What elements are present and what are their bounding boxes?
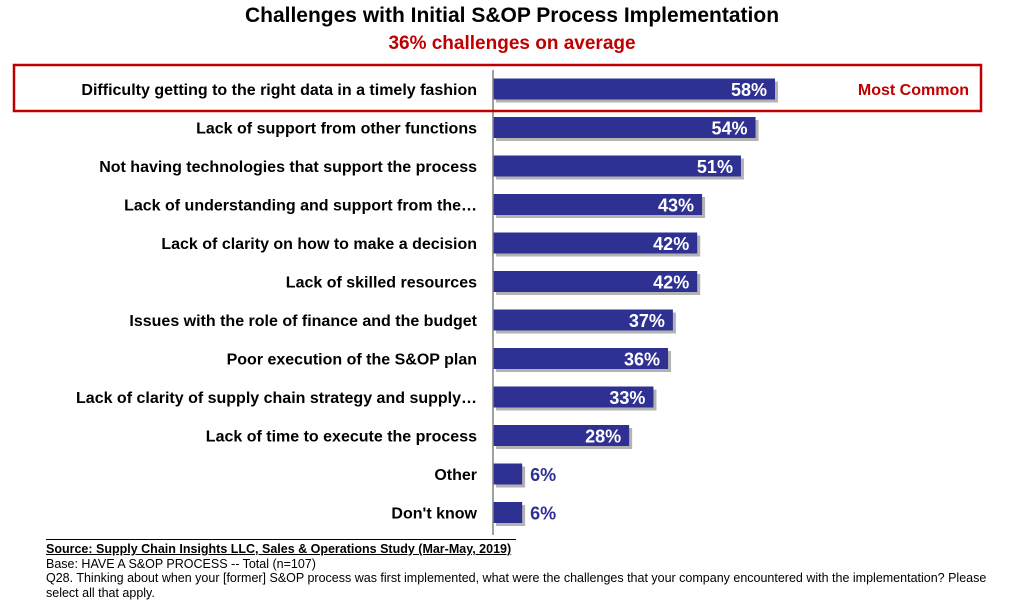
bar-chart: Difficulty getting to the right data in … xyxy=(12,63,983,535)
category-label: Lack of skilled resources xyxy=(286,275,477,292)
category-label: Poor execution of the S&OP plan xyxy=(227,352,477,369)
category-label: Not having technologies that support the… xyxy=(99,159,477,176)
highlight-box xyxy=(12,63,983,113)
source-note: Source: Supply Chain Insights LLC, Sales… xyxy=(46,542,512,556)
data-label: 36% xyxy=(624,350,660,370)
bar xyxy=(493,463,523,485)
chart-footer: Source: Supply Chain Insights LLC, Sales… xyxy=(46,539,1006,600)
bar xyxy=(493,78,775,100)
category-label: Issues with the role of finance and the … xyxy=(129,313,477,330)
data-label: 42% xyxy=(653,273,689,293)
category-label: Lack of clarity of supply chain strategy… xyxy=(76,390,477,407)
data-label: 6% xyxy=(530,504,556,524)
category-label: Don't know xyxy=(391,506,477,523)
category-label: Other xyxy=(434,467,477,484)
bar xyxy=(493,425,630,446)
data-label: 28% xyxy=(585,427,621,447)
data-label: 42% xyxy=(653,234,689,254)
bar xyxy=(493,117,756,138)
footer-divider xyxy=(46,539,516,540)
bar xyxy=(493,502,523,523)
bar xyxy=(493,232,698,254)
category-label: Lack of clarity on how to make a decisio… xyxy=(161,236,477,253)
bar xyxy=(493,271,698,292)
data-label: 58% xyxy=(731,80,767,100)
category-label: Lack of support from other functions xyxy=(196,121,477,138)
base-note: Base: HAVE A S&OP PROCESS -- Total (n=10… xyxy=(46,556,316,571)
bar xyxy=(493,386,654,408)
data-label: 54% xyxy=(712,119,748,139)
chart-subtitle: 36% challenges on average xyxy=(388,33,636,54)
bar xyxy=(493,194,703,215)
category-label: Lack of understanding and support from t… xyxy=(124,198,477,215)
chart-title: Challenges with Initial S&OP Process Imp… xyxy=(244,4,780,27)
category-label: Difficulty getting to the right data in … xyxy=(81,82,477,99)
category-label: Lack of time to execute the process xyxy=(206,429,477,446)
data-label: 33% xyxy=(609,388,645,408)
data-label: 43% xyxy=(658,196,694,216)
bar xyxy=(493,348,669,369)
bar xyxy=(493,155,741,177)
data-label: 6% xyxy=(530,465,556,485)
bar xyxy=(493,309,673,331)
question-note: Q28. Thinking about when your [former] S… xyxy=(46,571,987,600)
most-common-callout: Most Common xyxy=(858,82,969,99)
data-label: 37% xyxy=(629,311,665,331)
data-label: 51% xyxy=(697,157,733,177)
